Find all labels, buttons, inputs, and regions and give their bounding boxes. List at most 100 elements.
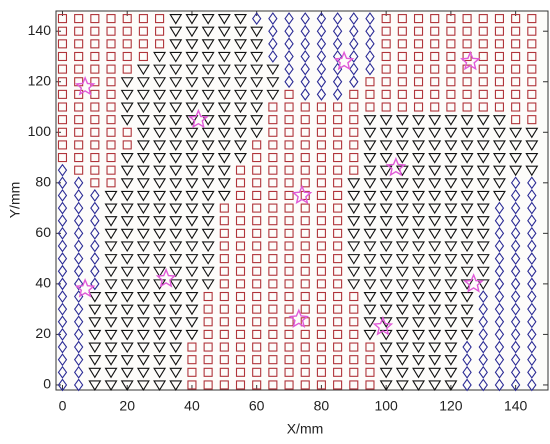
marker-diamond bbox=[462, 353, 472, 367]
marker-diamond bbox=[510, 239, 521, 253]
marker-square bbox=[316, 228, 326, 238]
marker-square bbox=[430, 14, 440, 24]
marker-square bbox=[446, 39, 456, 49]
marker-square bbox=[316, 102, 326, 112]
marker-triangle bbox=[509, 165, 523, 177]
marker-diamond bbox=[510, 365, 521, 379]
marker-square bbox=[74, 51, 84, 62]
marker-triangle bbox=[217, 178, 231, 189]
marker-square bbox=[284, 152, 294, 163]
marker-triangle bbox=[185, 152, 199, 164]
marker-square bbox=[316, 367, 326, 377]
marker-diamond bbox=[57, 302, 68, 316]
marker-triangle bbox=[217, 26, 231, 38]
marker-triangle bbox=[379, 152, 393, 164]
marker-diamond bbox=[510, 214, 521, 228]
marker-triangle bbox=[395, 266, 409, 278]
marker-square bbox=[106, 51, 116, 62]
marker-square bbox=[252, 342, 262, 352]
marker-triangle bbox=[460, 190, 474, 202]
marker-square bbox=[300, 291, 310, 302]
marker-diamond bbox=[527, 226, 537, 240]
marker-triangle bbox=[217, 165, 231, 177]
marker-square bbox=[57, 77, 68, 87]
marker-square bbox=[333, 216, 343, 226]
marker-square bbox=[235, 317, 246, 327]
marker-square bbox=[300, 266, 310, 276]
marker-diamond bbox=[478, 340, 488, 354]
marker-square bbox=[219, 228, 229, 238]
marker-square bbox=[494, 64, 504, 74]
marker-square bbox=[219, 291, 229, 302]
marker-square bbox=[316, 216, 326, 226]
marker-square bbox=[284, 241, 294, 251]
marker-diamond bbox=[57, 189, 68, 202]
marker-square bbox=[187, 342, 197, 352]
marker-square bbox=[462, 89, 472, 99]
y-tick-label: 20 bbox=[35, 325, 51, 341]
marker-square bbox=[478, 39, 488, 49]
marker-square bbox=[300, 254, 310, 264]
marker-triangle bbox=[169, 355, 183, 366]
marker-triangle bbox=[492, 190, 506, 202]
marker-triangle bbox=[460, 178, 474, 189]
marker-square bbox=[90, 165, 100, 175]
marker-triangle bbox=[444, 127, 458, 139]
marker-triangle bbox=[120, 89, 134, 101]
marker-triangle bbox=[412, 203, 426, 215]
marker-triangle bbox=[136, 115, 150, 126]
marker-square bbox=[527, 77, 537, 87]
marker-triangle bbox=[476, 254, 490, 265]
marker-diamond bbox=[510, 252, 521, 266]
marker-square bbox=[446, 89, 456, 99]
marker-square bbox=[106, 77, 116, 87]
marker-square bbox=[284, 203, 294, 213]
marker-triangle bbox=[201, 140, 215, 151]
marker-square bbox=[90, 127, 100, 137]
marker-square bbox=[397, 26, 407, 36]
marker-square bbox=[300, 102, 310, 112]
marker-square bbox=[57, 89, 68, 99]
marker-triangle bbox=[525, 127, 539, 139]
marker-triangle bbox=[201, 14, 215, 25]
marker-triangle bbox=[379, 140, 393, 151]
marker-triangle bbox=[201, 64, 215, 76]
marker-square bbox=[430, 77, 440, 87]
marker-square bbox=[316, 165, 326, 175]
marker-diamond bbox=[527, 365, 537, 379]
marker-square bbox=[333, 115, 343, 125]
marker-triangle bbox=[444, 355, 458, 366]
marker-square bbox=[494, 89, 504, 99]
marker-diamond bbox=[510, 315, 521, 329]
x-tick-label: 60 bbox=[249, 398, 265, 414]
marker-triangle bbox=[347, 254, 361, 265]
marker-square bbox=[155, 26, 165, 36]
marker-triangle bbox=[169, 127, 183, 139]
marker-square bbox=[122, 39, 132, 49]
marker-triangle bbox=[395, 190, 409, 202]
marker-diamond bbox=[527, 277, 537, 291]
marker-square bbox=[235, 342, 246, 352]
marker-square bbox=[300, 355, 310, 365]
marker-square bbox=[333, 266, 343, 276]
marker-square bbox=[284, 228, 294, 238]
marker-triangle bbox=[120, 102, 134, 114]
marker-diamond bbox=[332, 37, 343, 51]
marker-square bbox=[349, 317, 359, 327]
marker-triangle bbox=[460, 266, 474, 278]
marker-triangle bbox=[201, 266, 215, 278]
marker-triangle bbox=[476, 216, 490, 227]
marker-square bbox=[333, 203, 343, 213]
marker-square bbox=[219, 380, 229, 390]
marker-triangle bbox=[217, 89, 231, 101]
marker-square bbox=[316, 291, 326, 302]
marker-triangle bbox=[104, 216, 118, 227]
marker-diamond bbox=[284, 24, 294, 38]
marker-square bbox=[316, 152, 326, 163]
marker-triangle bbox=[234, 26, 247, 38]
marker-diamond bbox=[510, 264, 521, 278]
marker-square bbox=[349, 355, 359, 365]
marker-square bbox=[316, 380, 326, 390]
marker-square bbox=[252, 228, 262, 238]
marker-square bbox=[397, 39, 407, 49]
